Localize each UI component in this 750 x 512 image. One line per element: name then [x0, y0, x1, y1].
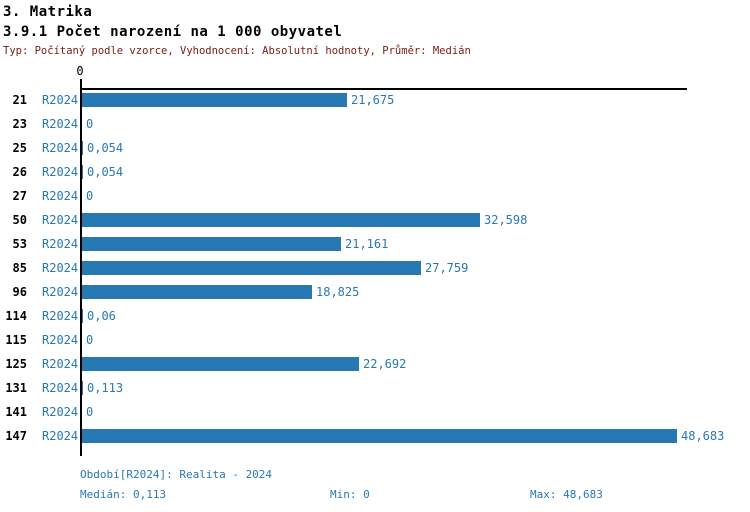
chart-row: 131 R2024 0,113 — [0, 381, 750, 395]
row-period-label: R2024 — [42, 261, 79, 275]
bar — [82, 429, 677, 443]
row-period-label: R2024 — [42, 165, 79, 179]
bar-value-label: 27,759 — [425, 261, 469, 275]
x-axis-zero-tick-label: 0 — [76, 64, 84, 78]
bar-value-label: 0 — [86, 333, 94, 347]
y-axis-line — [80, 88, 82, 456]
chart-row: 125 R2024 22,692 — [0, 357, 750, 371]
bar-value-label: 32,598 — [484, 213, 528, 227]
bar-value-label: 0 — [86, 189, 94, 203]
chart-row: 115 R2024 0 — [0, 333, 750, 347]
bar — [82, 93, 347, 107]
bar — [82, 309, 83, 323]
chart-row: 96 R2024 18,825 — [0, 285, 750, 299]
bar — [82, 261, 421, 275]
chart-meta-line: Typ: Počítaný podle vzorce, Vyhodnocení:… — [3, 45, 471, 57]
bar — [82, 357, 359, 371]
footer-max-value: Max: 48,683 — [530, 488, 603, 501]
chart-row: 53 R2024 21,161 — [0, 237, 750, 251]
row-category-label: 50 — [12, 213, 27, 227]
chart-row: 23 R2024 0 — [0, 117, 750, 131]
row-category-label: 21 — [12, 93, 27, 107]
row-period-label: R2024 — [42, 237, 79, 251]
bar — [82, 285, 312, 299]
chart-row: 147 R2024 48,683 — [0, 429, 750, 443]
row-period-label: R2024 — [42, 333, 79, 347]
chart-row: 85 R2024 27,759 — [0, 261, 750, 275]
bar — [82, 237, 341, 251]
bar — [82, 213, 480, 227]
chart-row: 25 R2024 0,054 — [0, 141, 750, 155]
chart-title: 3.9.1 Počet narození na 1 000 obyvatel — [3, 24, 343, 40]
row-period-label: R2024 — [42, 309, 79, 323]
bar-value-label: 0 — [86, 117, 94, 131]
chart-row: 50 R2024 32,598 — [0, 213, 750, 227]
row-category-label: 147 — [5, 429, 27, 443]
row-category-label: 26 — [12, 165, 27, 179]
bar — [82, 381, 83, 395]
bar-value-label: 0,054 — [87, 165, 124, 179]
row-category-label: 25 — [12, 141, 27, 155]
row-category-label: 131 — [5, 381, 27, 395]
bar — [82, 165, 83, 179]
row-period-label: R2024 — [42, 189, 79, 203]
row-period-label: R2024 — [42, 285, 79, 299]
row-category-label: 27 — [12, 189, 27, 203]
bar-value-label: 0,06 — [87, 309, 116, 323]
report-title: 3. Matrika — [3, 4, 93, 20]
bar-value-label: 0,113 — [87, 381, 124, 395]
row-period-label: R2024 — [42, 429, 79, 443]
bar-value-label: 18,825 — [316, 285, 360, 299]
chart-row: 26 R2024 0,054 — [0, 165, 750, 179]
row-category-label: 141 — [5, 405, 27, 419]
row-category-label: 53 — [12, 237, 27, 251]
bar-value-label: 48,683 — [681, 429, 725, 443]
chart-row: 27 R2024 0 — [0, 189, 750, 203]
row-period-label: R2024 — [42, 357, 79, 371]
row-period-label: R2024 — [42, 213, 79, 227]
row-period-label: R2024 — [42, 141, 79, 155]
bar-value-label: 21,161 — [345, 237, 389, 251]
row-period-label: R2024 — [42, 405, 79, 419]
row-category-label: 96 — [12, 285, 27, 299]
footer-min-value: Min: 0 — [330, 488, 370, 501]
row-category-label: 125 — [5, 357, 27, 371]
footer-median-value: Medián: 0,113 — [80, 488, 167, 501]
bar-value-label: 21,675 — [351, 93, 395, 107]
footer-period-label: Období[R2024]: Realita - 2024 — [80, 468, 273, 481]
row-period-label: R2024 — [42, 381, 79, 395]
row-period-label: R2024 — [42, 93, 79, 107]
row-category-label: 85 — [12, 261, 27, 275]
chart-row: 141 R2024 0 — [0, 405, 750, 419]
row-category-label: 23 — [12, 117, 27, 131]
bar — [82, 141, 83, 155]
row-category-label: 115 — [5, 333, 27, 347]
row-period-label: R2024 — [42, 117, 79, 131]
x-axis-tick-mark — [80, 79, 82, 88]
bar-value-label: 0,054 — [87, 141, 124, 155]
chart-row: 114 R2024 0,06 — [0, 309, 750, 323]
chart-row: 21 R2024 21,675 — [0, 93, 750, 107]
x-axis-line — [80, 88, 687, 90]
row-category-label: 114 — [5, 309, 27, 323]
bar-value-label: 0 — [86, 405, 94, 419]
bar-value-label: 22,692 — [363, 357, 407, 371]
